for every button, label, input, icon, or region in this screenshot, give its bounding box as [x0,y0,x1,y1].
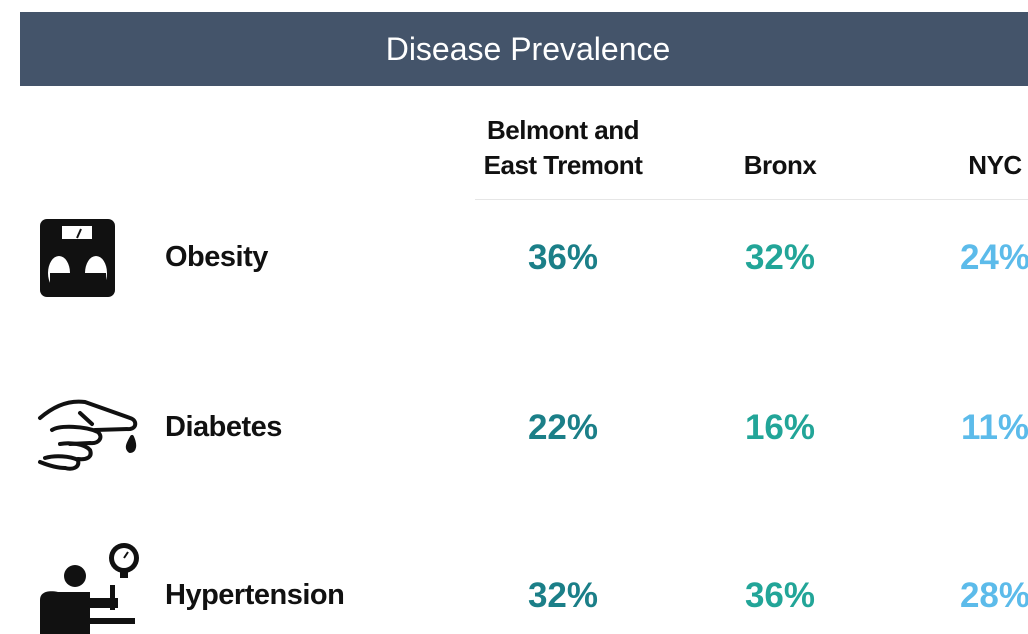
icons [38,219,139,634]
header-bar [20,12,1028,86]
hypertension-icon [40,543,139,634]
cell-value: 28% [959,576,1028,615]
column-header: NYC [968,150,1022,180]
cell-value: 36% [527,238,599,277]
cell-value: 36% [744,576,816,615]
row-label: Diabetes [165,411,282,443]
row-label: Obesity [165,241,268,273]
cell-value: 22% [527,408,599,447]
divider [475,199,1028,200]
diabetes-icon [38,399,138,471]
scale-icon [40,219,115,297]
column-header: Bronx [743,150,817,180]
row-label: Hypertension [165,579,345,611]
title: Disease Prevalence [385,31,671,67]
cell-value: 11% [960,408,1028,447]
cell-value: 16% [744,408,816,447]
cell-value: 32% [527,576,599,615]
column-header: Belmont and East Tremont [483,115,643,180]
cell-value: 24% [959,238,1028,277]
cell-value: 32% [744,238,816,277]
